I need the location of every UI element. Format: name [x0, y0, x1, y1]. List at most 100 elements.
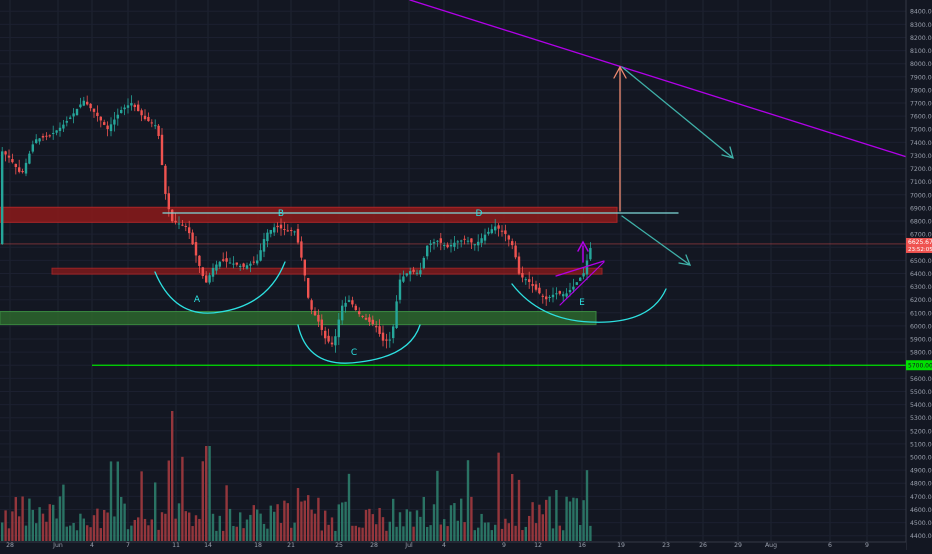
volume-bar: [99, 528, 102, 541]
volume-bar: [303, 500, 306, 541]
candle-body: [120, 109, 123, 114]
candle-body: [541, 295, 544, 297]
volume-bar: [436, 470, 439, 541]
volume-bar: [534, 523, 538, 541]
candle-body: [177, 223, 181, 225]
support-price-label: 5700.00: [908, 363, 932, 370]
candle-body: [385, 339, 388, 341]
volume-bar: [402, 526, 405, 541]
candle-body: [313, 310, 317, 316]
candle-body: [24, 162, 28, 174]
candle-body: [368, 317, 371, 322]
candle-body: [205, 275, 208, 283]
volume-bar: [181, 456, 184, 541]
price-tick-label: 6700.00: [910, 232, 932, 239]
price-tick-label: 4700.00: [910, 494, 932, 501]
price-tick-label: 4900.00: [910, 468, 932, 475]
volume-bar: [334, 530, 337, 541]
candle-body: [147, 116, 150, 122]
price-tick-label: 5600.00: [910, 376, 932, 383]
candle-body: [109, 124, 113, 132]
candle-body: [330, 342, 334, 345]
candle-body: [303, 259, 306, 276]
price-tick-label: 8000.00: [910, 61, 932, 68]
volume-bar: [184, 511, 187, 541]
volume-bar: [72, 522, 75, 541]
candle-body: [184, 225, 187, 227]
volume-bar: [361, 527, 364, 541]
pattern-label-e: E: [579, 298, 585, 308]
time-tick-label: 19: [617, 542, 625, 549]
volume-bar: [562, 530, 565, 541]
candle-body: [143, 115, 147, 120]
candle-body: [215, 264, 218, 271]
price-tick-label: 4600.00: [910, 507, 932, 514]
pattern-label-a: A: [194, 295, 201, 305]
volume-bar: [477, 527, 480, 541]
candle-body: [181, 224, 184, 226]
curve-a: [154, 261, 286, 314]
volume-bar: [548, 496, 551, 541]
volume-bar: [490, 530, 493, 541]
price-tick-label: 6100.00: [910, 310, 932, 317]
volume-bar: [307, 495, 310, 541]
candle-body: [310, 300, 313, 310]
volume-bar: [290, 527, 293, 541]
candle-body: [92, 108, 96, 112]
candles: [1, 95, 592, 353]
candle-body: [103, 122, 106, 125]
volume-bar: [52, 504, 55, 541]
volume-bar: [415, 510, 419, 541]
volume-bar: [572, 497, 575, 541]
price-tick-label: 5800.00: [910, 350, 932, 357]
volume-bar: [310, 509, 313, 541]
candle-body: [426, 245, 429, 257]
candle-body: [52, 132, 55, 134]
volume-bar: [171, 411, 174, 541]
candle-body: [579, 277, 582, 281]
candle-body: [354, 305, 357, 311]
candle-body: [524, 279, 527, 281]
candle-body: [334, 336, 337, 346]
candle-body: [300, 241, 303, 258]
candle-body: [483, 234, 487, 241]
volume-bar: [89, 527, 92, 541]
price-axis[interactable]: 8400.00 8300.00 8200.00 8100.00 8000.00 7900.…: [905, 0, 932, 550]
volume-bar: [480, 513, 483, 541]
volume-bar: [419, 516, 422, 541]
volume-bar: [589, 525, 592, 541]
volume-bar: [259, 513, 262, 541]
candle-body: [466, 240, 470, 242]
candle-body: [534, 284, 538, 290]
candle-body: [538, 287, 541, 294]
volume-bar: [500, 528, 504, 541]
time-axis[interactable]: 28 Jun 4 7 11 14 18 21 25 28 Jul 4 9 12 16 19 23 26 29 Aug 6…: [0, 541, 906, 550]
volume-bar: [126, 529, 130, 541]
price-tick-label: 5300.00: [910, 415, 932, 422]
volume-bar: [381, 517, 385, 541]
price-tick-label: 7400.00: [910, 140, 932, 147]
candle-body: [48, 135, 51, 137]
volume-bar: [324, 510, 327, 541]
volume-bar: [222, 530, 225, 541]
downtrend-line: [409, 0, 911, 159]
volume-bar: [575, 498, 578, 541]
volume-bar: [1, 522, 4, 541]
time-tick-label: 26: [699, 542, 707, 549]
volume-bar: [347, 473, 351, 541]
volume-bar: [358, 527, 361, 541]
volume-bar: [354, 525, 357, 541]
candle-body: [347, 300, 351, 302]
candle-body: [225, 258, 228, 262]
volume-bar: [24, 525, 28, 541]
candle-body: [545, 296, 548, 300]
candle-body: [228, 262, 232, 264]
volume-bar: [150, 519, 153, 541]
volume-bar: [177, 503, 181, 541]
time-tick-label: 6: [828, 542, 832, 549]
volume-bar: [313, 513, 317, 541]
candle-body: [358, 311, 361, 315]
volume-bar: [109, 461, 113, 541]
